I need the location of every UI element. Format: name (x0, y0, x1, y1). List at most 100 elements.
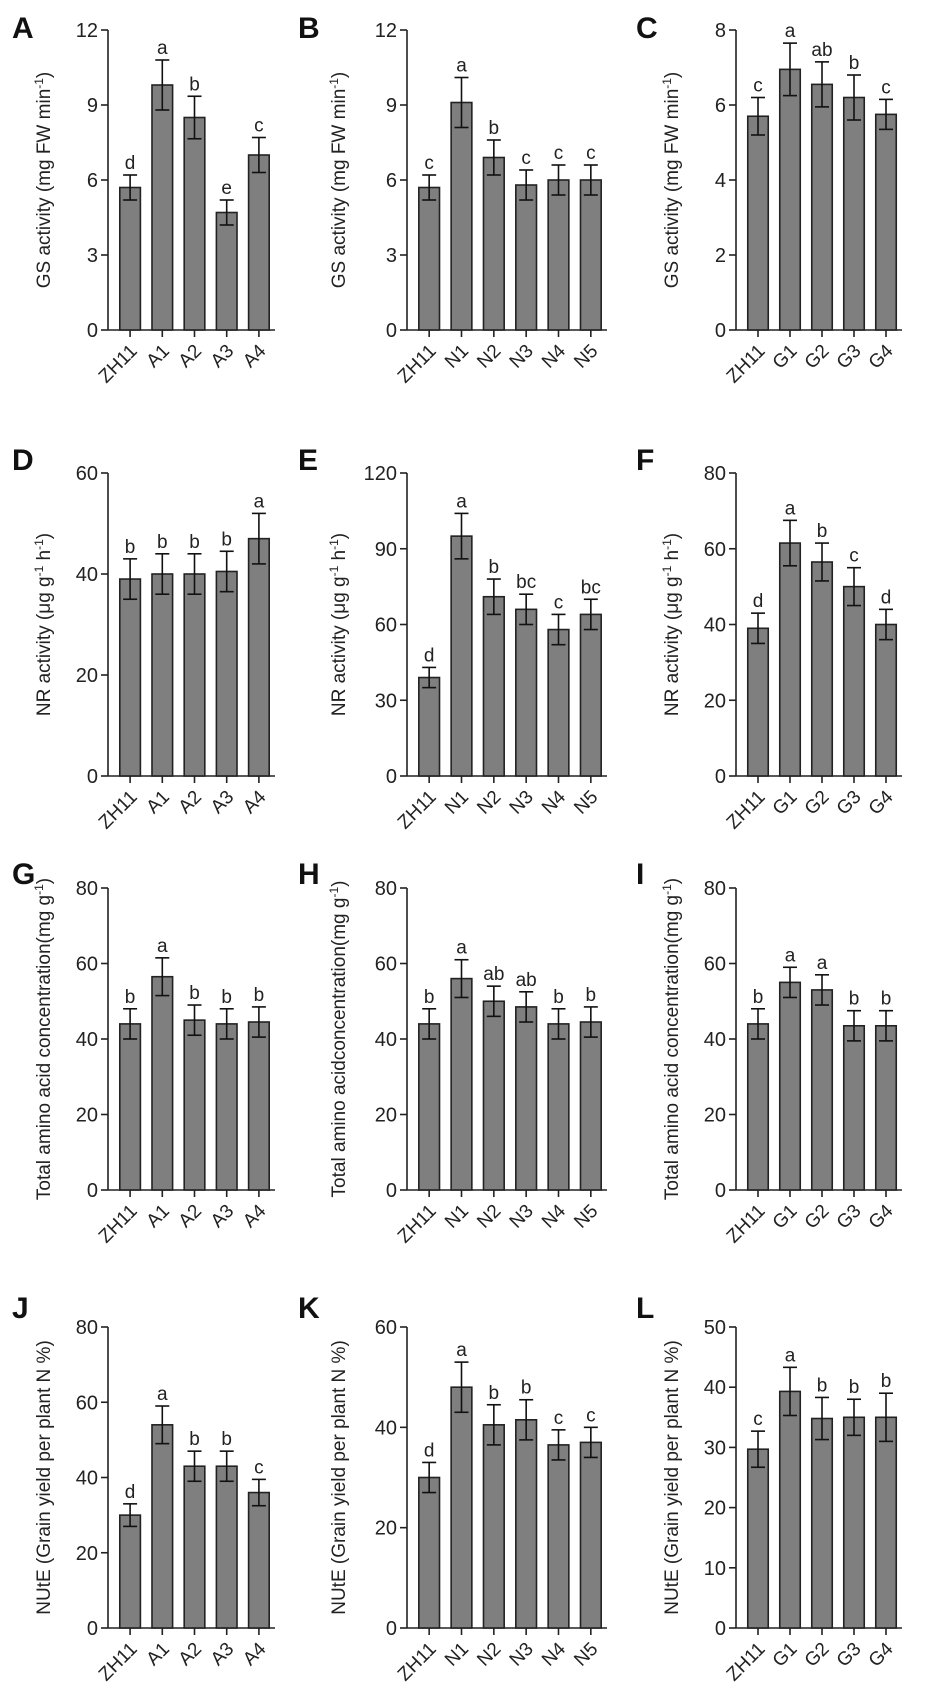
significance-label: b (849, 53, 860, 74)
y-tick-label: 0 (386, 320, 397, 342)
y-axis-title: Total amino acidconcentration(mg g-1) (327, 881, 350, 1198)
bar-zh11 (418, 186, 441, 331)
significance-label: b (881, 989, 892, 1010)
bar-a3 (215, 1023, 238, 1191)
significance-label: c (753, 76, 763, 97)
y-tick-label: 6 (715, 95, 726, 117)
y-tick-label: 8 (715, 20, 726, 42)
x-tick-label: A3 (207, 1639, 238, 1670)
bar-g4 (874, 1024, 898, 1191)
significance-label: b (221, 1429, 232, 1450)
y-tick-label: 60 (704, 954, 726, 976)
panel-letter: E (298, 444, 318, 477)
significance-label: b (553, 987, 564, 1008)
panel-c: C 0 2 4 6 8 GS activity (mg FW min-1) c ZH11 a G1 a… (636, 12, 902, 387)
bar-n1 (450, 535, 473, 777)
x-tick-label: N3 (506, 1639, 538, 1671)
bar-zh11 (118, 1514, 142, 1629)
bar-zh11 (118, 1023, 142, 1191)
panel-a: A 0 3 6 9 12 GS activity (mg FW min-1) d ZH11 a A1… (12, 12, 275, 387)
y-tick-label: 12 (76, 20, 98, 42)
x-tick-label: N2 (473, 1201, 505, 1233)
y-tick-label: 20 (704, 690, 726, 712)
panel-d: D 0 20 40 60 NR activity (μg g-1 h-1) b ZH11 b A1… (12, 444, 275, 833)
x-tick-label: ZH11 (723, 341, 770, 388)
panel-f: F 0 20 40 60 80 NR activity (μg g-1 h-1) d ZH11 a… (636, 444, 902, 833)
x-tick-label: A3 (207, 1201, 238, 1232)
bar-zh11 (746, 1448, 770, 1629)
bar-g2 (810, 83, 834, 331)
bar-n3 (515, 1006, 538, 1191)
bar-g3 (842, 1416, 866, 1629)
significance-label: b (157, 532, 168, 553)
x-tick-label: N4 (538, 1638, 570, 1670)
bar-n3 (515, 1419, 538, 1629)
significance-label: c (586, 143, 596, 164)
x-tick-label: G1 (769, 1201, 802, 1234)
y-tick-label: 20 (704, 1498, 726, 1520)
significance-label: b (489, 1383, 500, 1404)
significance-label: c (554, 592, 564, 613)
bar-a2 (183, 1019, 206, 1191)
y-axis-title: NR activity (μg g-1 h-1) (327, 533, 350, 716)
x-tick-label: G3 (833, 1201, 866, 1234)
bar-n2 (482, 595, 505, 777)
y-tick-label: 40 (76, 564, 98, 586)
x-tick-label: A2 (175, 1201, 206, 1232)
bar-n5 (579, 1021, 602, 1191)
y-tick-label: 40 (704, 1377, 726, 1399)
y-tick-label: 60 (76, 954, 98, 976)
significance-label: b (881, 1371, 892, 1392)
x-tick-label: G2 (801, 1639, 834, 1672)
bar-a1 (151, 975, 174, 1191)
y-tick-label: 0 (87, 766, 98, 788)
panel-j: J 0 20 40 60 80 NUtE (Grain yield per plant N … (12, 1292, 275, 1685)
x-tick-label: G1 (769, 787, 802, 820)
panel-letter: L (636, 1292, 654, 1325)
x-tick-label: G2 (801, 341, 834, 374)
y-tick-label: 3 (87, 245, 98, 267)
significance-label: c (753, 1409, 763, 1430)
significance-label: b (254, 985, 265, 1006)
x-tick-label: N3 (506, 787, 538, 819)
x-tick-label: ZH11 (723, 1201, 770, 1248)
bar-a4 (247, 1021, 271, 1191)
x-tick-label: A1 (143, 787, 174, 818)
bar-g3 (842, 1024, 866, 1191)
significance-label: c (554, 1408, 564, 1429)
y-tick-label: 0 (715, 1618, 726, 1640)
significance-label: a (456, 1340, 467, 1361)
bar-n4 (547, 1444, 570, 1629)
y-tick-label: 20 (76, 1543, 98, 1565)
bar-g1 (778, 981, 802, 1191)
y-axis-title: NUtE (Grain yield per plant N %) (662, 1340, 683, 1615)
x-tick-label: ZH11 (723, 1639, 770, 1686)
significance-label: a (785, 1345, 796, 1366)
y-axis-title: Total amino acid concentration(mg g-1) (660, 878, 683, 1200)
significance-label: d (424, 1440, 435, 1461)
significance-label: b (221, 987, 232, 1008)
panel-e: E 0 30 60 90 120 NR activity (μg g-1 h-1) d ZH11… (298, 444, 607, 833)
significance-label: bc (581, 577, 601, 598)
x-tick-label: A3 (207, 787, 238, 818)
significance-label: b (189, 532, 200, 553)
y-tick-label: 6 (87, 170, 98, 192)
y-axis-title: NUtE (Grain yield per plant N %) (34, 1340, 55, 1615)
y-tick-label: 60 (375, 615, 397, 637)
x-tick-label: N2 (473, 341, 505, 373)
y-tick-label: 40 (76, 1029, 98, 1051)
bar-zh11 (118, 186, 142, 331)
x-tick-label: N2 (473, 1639, 505, 1671)
x-tick-label: A1 (143, 1639, 174, 1670)
y-tick-label: 12 (375, 20, 397, 42)
y-tick-label: 20 (375, 1105, 397, 1127)
bar-g1 (778, 1390, 802, 1629)
significance-label: b (586, 985, 597, 1006)
x-tick-label: N4 (538, 340, 570, 372)
panel-k: K 0 20 40 60 NUtE (Grain yield per plant N %)… (298, 1292, 607, 1685)
y-tick-label: 9 (386, 95, 397, 117)
x-tick-label: N1 (441, 787, 473, 819)
y-tick-label: 60 (704, 539, 726, 561)
y-axis-title: NUtE (Grain yield per plant N %) (329, 1340, 350, 1615)
panel-letter: F (636, 444, 654, 477)
